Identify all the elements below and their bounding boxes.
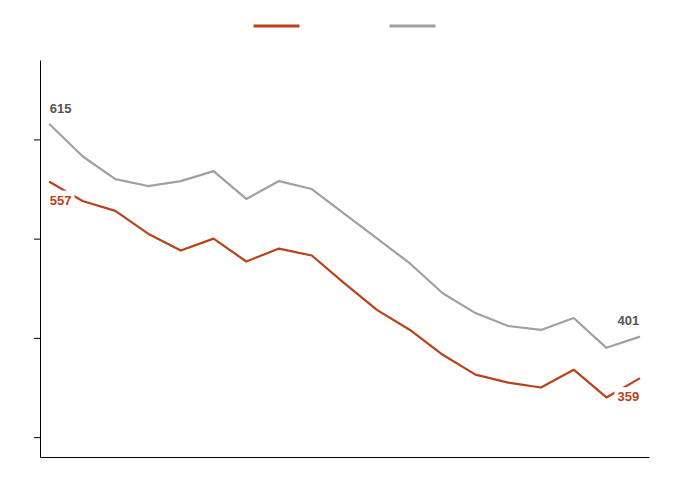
y-tick-mark bbox=[34, 338, 40, 339]
chart: 615 401 557 359 bbox=[0, 0, 673, 487]
data-label-box bbox=[47, 99, 75, 118]
data-label: 615 bbox=[50, 101, 72, 116]
data-label-box bbox=[614, 387, 642, 406]
y-tick bbox=[34, 239, 40, 240]
data-label-group: 615 bbox=[47, 99, 75, 118]
legend-swatch bbox=[254, 25, 300, 28]
y-tick-mark bbox=[34, 139, 40, 140]
data-label-box bbox=[614, 311, 642, 330]
series-line bbox=[50, 125, 639, 348]
data-label-group: 557 bbox=[47, 191, 75, 210]
data-labels: 615 401 557 359 bbox=[47, 99, 642, 406]
y-tick bbox=[34, 139, 40, 140]
legend-swatch bbox=[390, 25, 436, 28]
x-axis-line bbox=[41, 457, 650, 458]
y-axis bbox=[34, 61, 41, 458]
legend bbox=[254, 26, 436, 27]
data-label: 557 bbox=[50, 193, 72, 208]
data-label: 401 bbox=[617, 313, 639, 328]
data-label-group: 401 bbox=[614, 311, 642, 330]
series-line bbox=[50, 182, 639, 397]
y-axis-line bbox=[40, 61, 41, 458]
lines bbox=[50, 125, 639, 398]
data-label: 359 bbox=[617, 389, 639, 404]
y-tick-mark bbox=[34, 239, 40, 240]
plot: 615 401 557 359 bbox=[34, 61, 650, 458]
data-label-group: 359 bbox=[614, 387, 642, 406]
y-tick bbox=[34, 338, 40, 339]
x-axis bbox=[41, 457, 650, 458]
y-tick bbox=[34, 437, 40, 438]
y-tick-mark bbox=[34, 437, 40, 438]
data-label-box bbox=[47, 191, 75, 210]
